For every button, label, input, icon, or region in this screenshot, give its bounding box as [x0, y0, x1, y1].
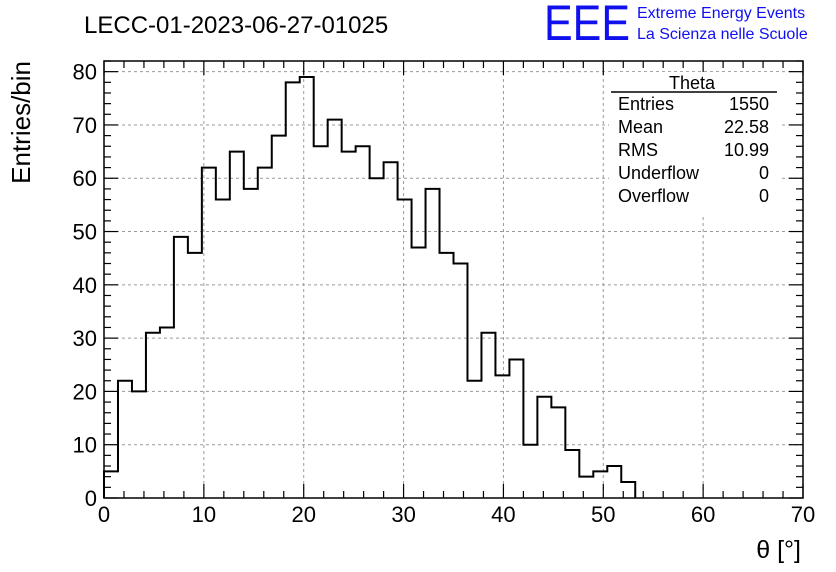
plot-frame — [103, 60, 804, 499]
y-tick-label: 80 — [73, 60, 97, 85]
y-tick-label: 10 — [73, 433, 97, 458]
histogram-outline — [103, 75, 637, 498]
axis-ticks — [103, 60, 804, 499]
x-tick-label: 30 — [391, 502, 415, 527]
stats-row-value: 10.99 — [724, 140, 769, 160]
y-tick-label: 0 — [85, 486, 97, 511]
x-tick-label: 60 — [691, 502, 715, 527]
stats-row-value: 0 — [759, 186, 769, 206]
chart-title: LECC-01-2023-06-27-01025 — [84, 12, 388, 39]
y-tick-labels: 0 10 20 30 40 50 60 70 80 — [73, 60, 97, 511]
y-tick-label: 60 — [73, 166, 97, 191]
org-name-line2: La Scienza nelle Scuole — [637, 26, 808, 43]
x-axis-label: θ [°] — [756, 536, 801, 564]
x-tick-label: 70 — [791, 502, 815, 527]
stats-row-value: 0 — [759, 163, 769, 183]
stats-box-title: Theta — [669, 73, 716, 93]
y-tick-label: 50 — [73, 220, 97, 245]
x-tick-label: 0 — [98, 502, 110, 527]
y-axis-label: Entries/bin — [6, 61, 36, 184]
x-tick-label: 10 — [192, 502, 216, 527]
stats-row-label: Entries — [618, 94, 674, 114]
y-tick-label: 70 — [73, 113, 97, 138]
stats-row-value: 22.58 — [724, 117, 769, 137]
stats-row-value: 1550 — [729, 94, 769, 114]
x-tick-labels: 0 10 20 30 40 50 60 70 — [98, 502, 815, 527]
x-tick-label: 20 — [291, 502, 315, 527]
stats-row-label: Mean — [618, 117, 663, 137]
x-tick-label: 40 — [491, 502, 515, 527]
eee-logo: EEE — [544, 0, 630, 51]
y-tick-label: 20 — [73, 379, 97, 404]
y-tick-label: 40 — [73, 273, 97, 298]
x-tick-label: 50 — [591, 502, 615, 527]
stats-box: Theta Entries 1550 Mean 22.58 RMS 10.99 Underf… — [609, 72, 779, 214]
stats-row-label: Overflow — [618, 186, 690, 206]
y-tick-label: 30 — [73, 326, 97, 351]
stats-row-label: Underflow — [618, 163, 700, 183]
org-name-line1: Extreme Energy Events — [637, 5, 805, 22]
stats-row-label: RMS — [618, 140, 658, 160]
